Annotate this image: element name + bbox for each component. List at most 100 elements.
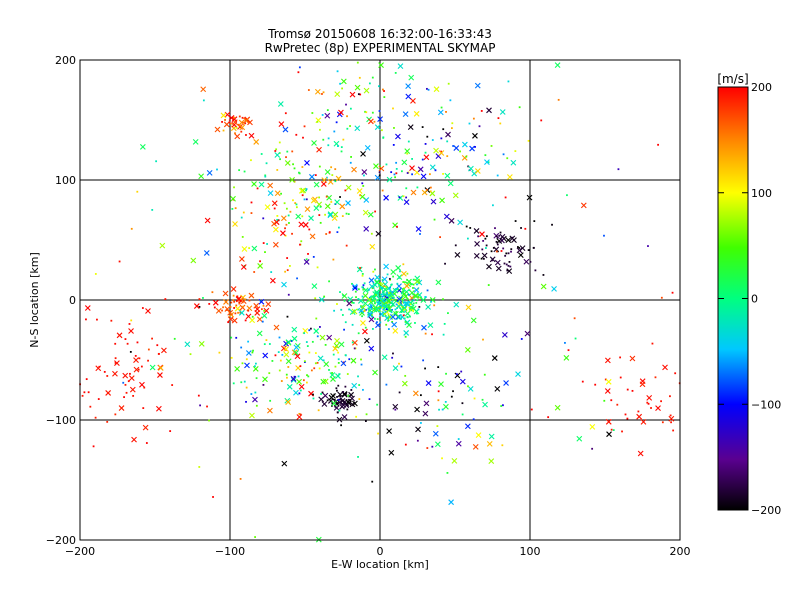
- data-point-dot: [393, 313, 396, 316]
- data-point-dot: [557, 98, 560, 101]
- data-point-dot: [273, 207, 276, 210]
- data-point-dot: [378, 85, 380, 88]
- data-point-dot: [287, 293, 290, 296]
- data-point-x: [396, 296, 403, 303]
- data-point-dot: [309, 327, 312, 330]
- data-point-x: [358, 307, 365, 314]
- data-point-dot: [442, 172, 444, 175]
- data-point-dot: [496, 243, 499, 246]
- data-point-dot: [409, 315, 411, 318]
- data-point-x: [293, 349, 299, 356]
- data-point-x: [367, 304, 374, 311]
- data-point-dot: [138, 357, 141, 360]
- data-point-dot: [529, 260, 532, 263]
- data-point-dot: [603, 399, 606, 402]
- data-point-dot: [404, 281, 406, 284]
- data-point-dot: [402, 281, 405, 283]
- data-point-dot: [498, 234, 501, 237]
- data-point-dot: [398, 276, 401, 279]
- data-point-dot: [433, 304, 436, 307]
- data-point-x: [655, 405, 661, 411]
- data-point-dot: [289, 210, 292, 213]
- data-point-x: [473, 228, 480, 234]
- data-point-dot: [401, 288, 404, 290]
- data-point-dot: [230, 122, 232, 125]
- data-point-dot: [399, 301, 402, 304]
- data-point-dot: [485, 235, 488, 238]
- data-point-x: [383, 263, 390, 270]
- data-point-dot: [298, 171, 300, 174]
- data-point-x: [519, 245, 526, 252]
- data-point-x: [506, 268, 513, 274]
- data-point-dot: [281, 353, 284, 356]
- data-point-dot: [390, 283, 393, 286]
- data-point-dot: [415, 301, 418, 304]
- data-point-x: [298, 383, 305, 390]
- data-point-dot: [390, 171, 393, 174]
- data-point-dot: [94, 273, 97, 275]
- data-point-dot: [437, 390, 440, 393]
- data-point-x: [410, 97, 416, 104]
- data-point-dot: [355, 296, 357, 299]
- data-point-x: [523, 258, 530, 265]
- data-point-x: [231, 116, 238, 123]
- data-point-x: [399, 307, 405, 314]
- data-point-x: [362, 287, 369, 294]
- data-point-dot: [520, 338, 523, 340]
- data-point-dot: [136, 341, 139, 344]
- data-point-dot: [417, 296, 420, 299]
- data-point-x: [606, 431, 612, 438]
- data-point-dot: [385, 323, 388, 326]
- data-point-dot: [318, 214, 321, 216]
- data-point-dot: [376, 295, 379, 298]
- data-point-dot: [434, 169, 437, 172]
- data-point-dot: [173, 337, 176, 340]
- data-point-x: [339, 203, 346, 210]
- data-point-dot: [340, 424, 343, 427]
- data-point-dot: [259, 260, 261, 263]
- data-point-dot: [421, 158, 424, 161]
- data-point-x: [340, 78, 347, 85]
- data-point-dot: [342, 391, 345, 393]
- data-point-dot: [321, 93, 323, 95]
- data-point-dot: [301, 215, 304, 218]
- data-point-dot: [393, 173, 396, 176]
- data-point-dot: [400, 365, 403, 368]
- data-point-dot: [255, 377, 258, 380]
- data-point-dot: [230, 301, 233, 304]
- data-point-dot: [360, 358, 362, 361]
- data-point-dot: [312, 393, 314, 396]
- data-point-dot: [452, 145, 455, 147]
- data-point-dot: [302, 136, 304, 139]
- data-point-dot: [114, 342, 117, 345]
- data-point-x: [386, 176, 393, 183]
- data-point-x: [605, 378, 612, 385]
- data-point-x: [198, 340, 205, 347]
- data-point-dot: [500, 405, 503, 407]
- data-point-dot: [326, 109, 329, 111]
- data-point-dot: [132, 394, 135, 397]
- data-point-x: [351, 166, 357, 173]
- data-point-x: [407, 124, 414, 131]
- data-point-dot: [510, 248, 513, 251]
- data-point-dot: [518, 247, 521, 249]
- data-point-x: [316, 146, 322, 153]
- data-point-dot: [426, 135, 429, 138]
- data-point-dot: [238, 302, 241, 305]
- data-point-dot: [232, 382, 235, 385]
- data-point-dot: [240, 381, 243, 384]
- data-point-dot: [387, 295, 390, 298]
- data-point-x: [184, 341, 191, 348]
- data-point-dot: [328, 231, 331, 233]
- data-point-x: [412, 390, 419, 397]
- data-point-dot: [352, 302, 355, 304]
- data-point-x: [116, 332, 123, 339]
- data-point-x: [363, 226, 370, 232]
- data-point-dot: [379, 282, 382, 285]
- data-point-x: [238, 309, 245, 316]
- data-point-x: [637, 450, 644, 457]
- data-point-dot: [322, 138, 325, 141]
- data-point-dot: [255, 404, 258, 407]
- data-point-dot: [362, 185, 365, 187]
- data-point-dot: [438, 408, 440, 411]
